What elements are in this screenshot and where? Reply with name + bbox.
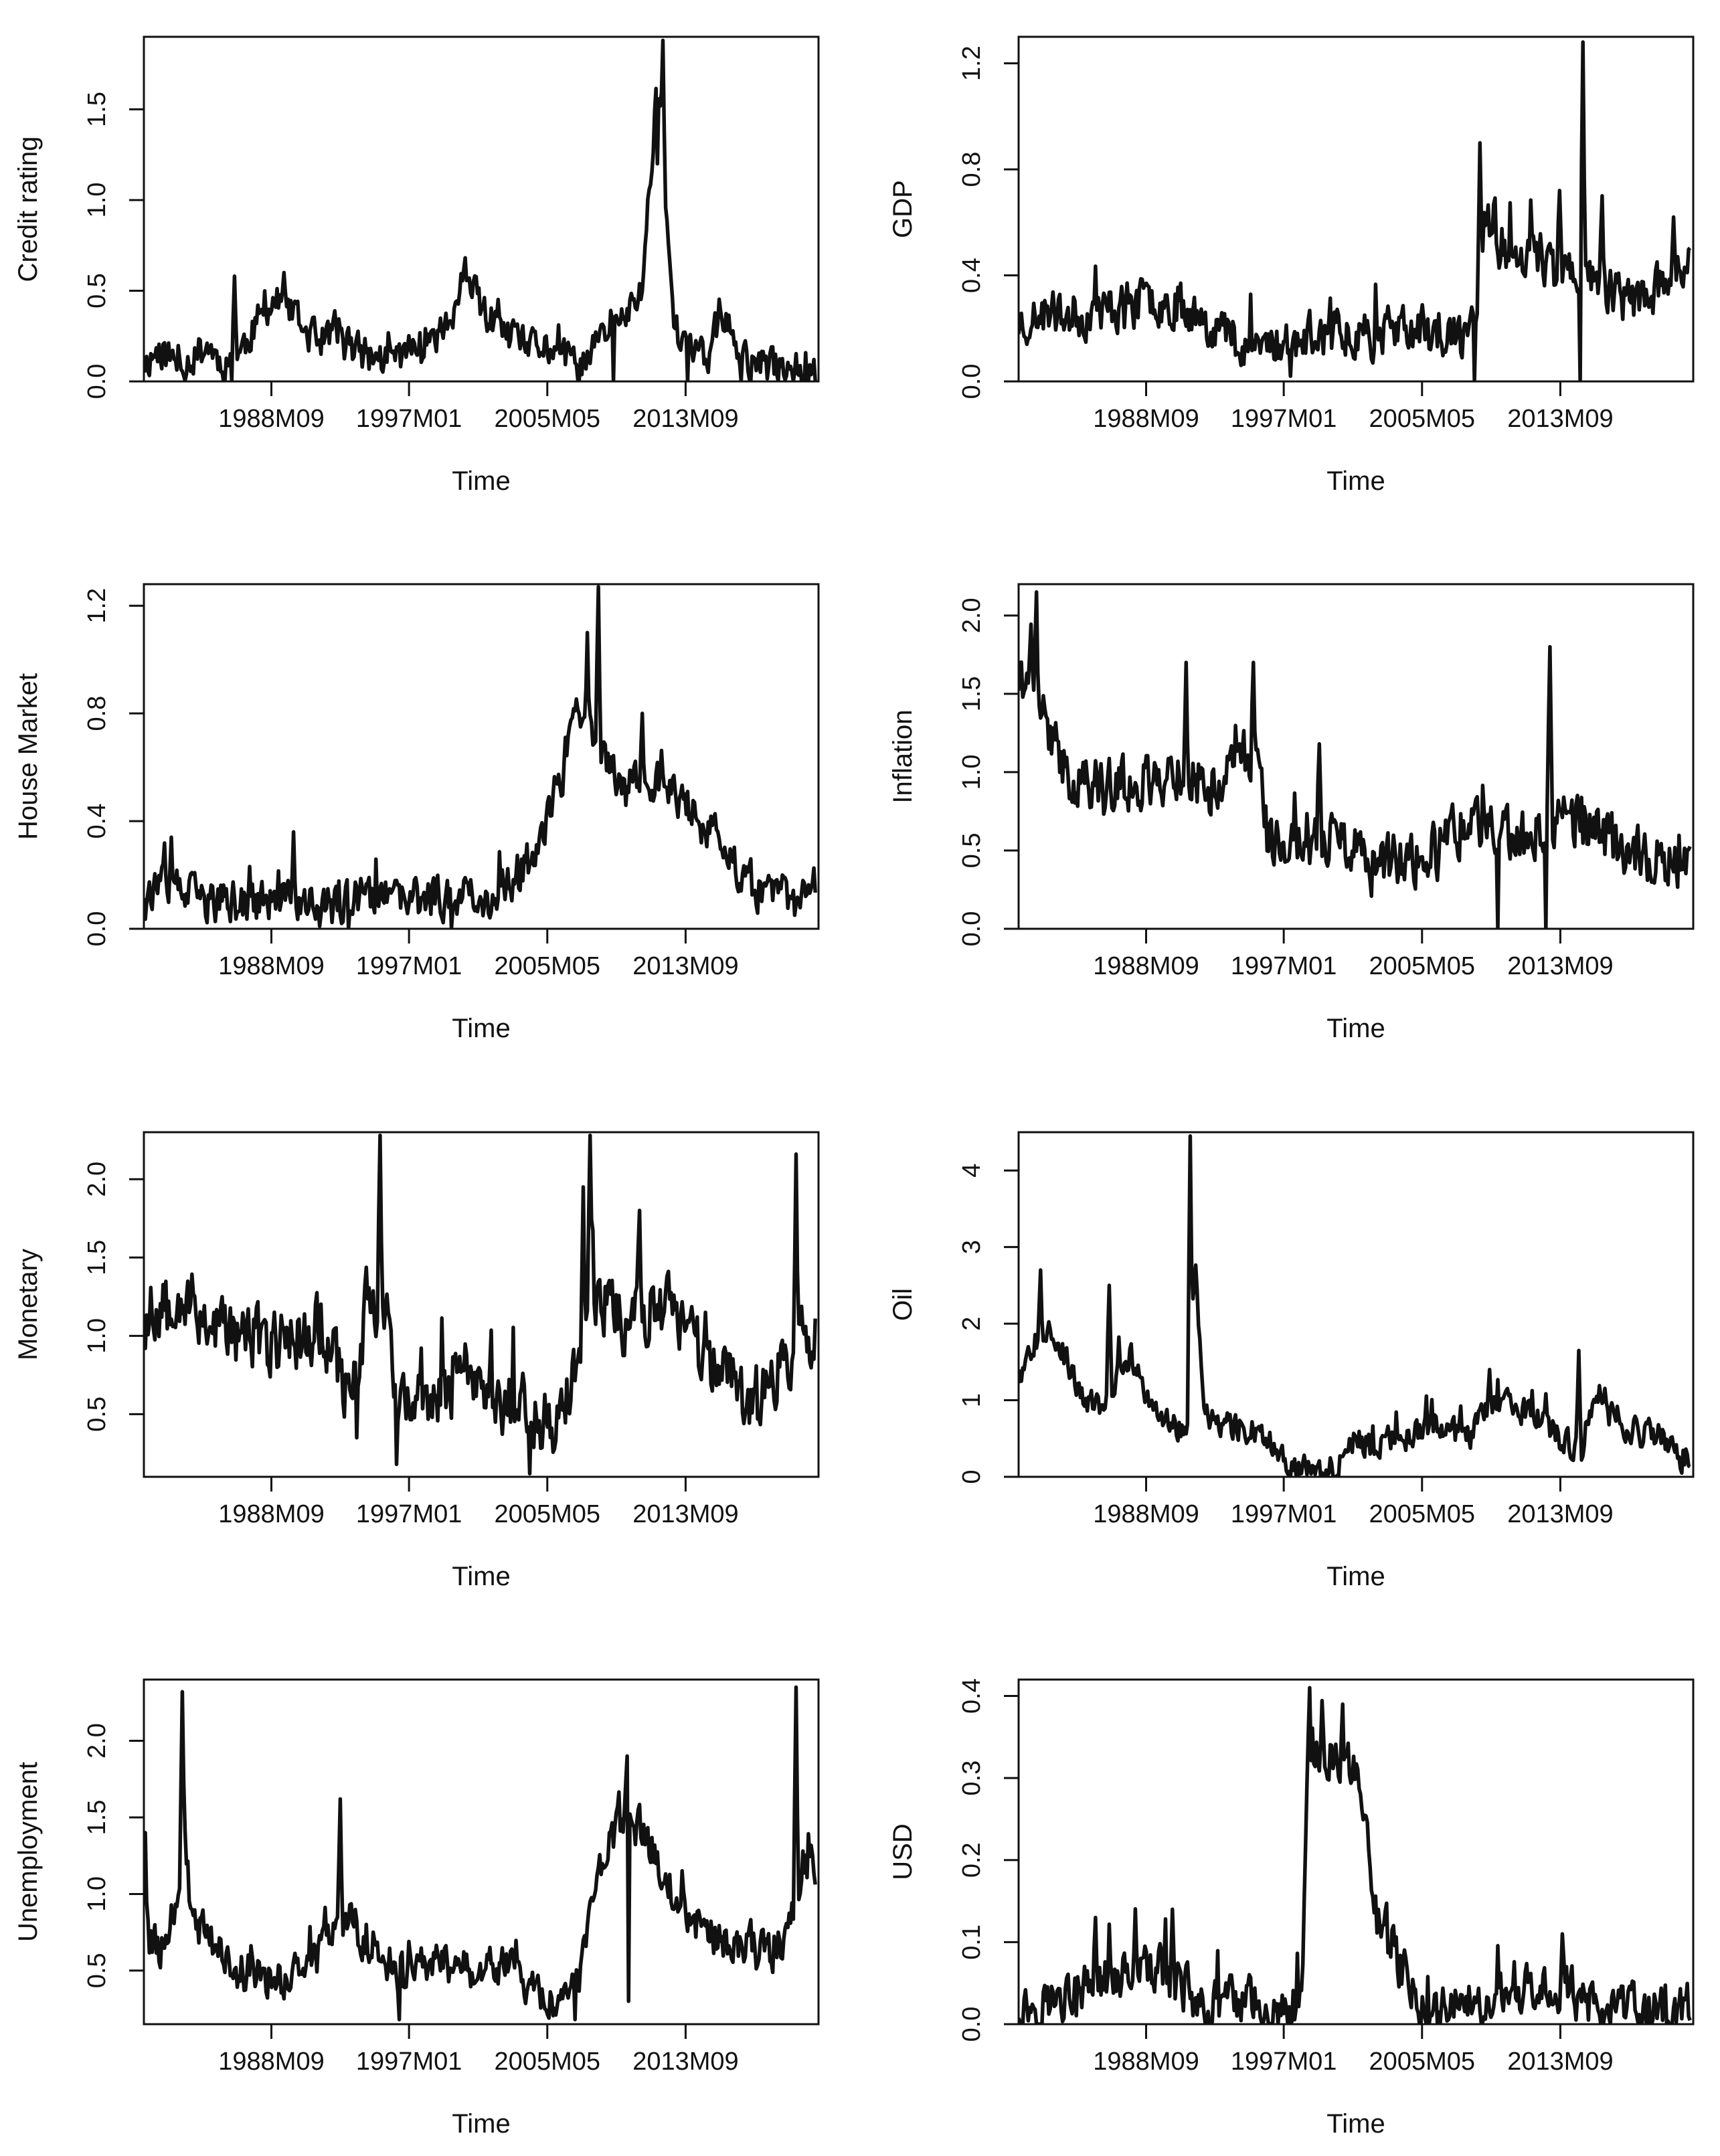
y-tick-label-gdp: 1.2	[958, 46, 986, 81]
x-axis-label-credit-rating: Time	[452, 466, 510, 496]
x-tick-label-unemployment: 2005M05	[495, 2048, 600, 2076]
y-tick-label-oil: 2	[958, 1317, 986, 1331]
y-tick-label-credit-rating: 0.5	[83, 273, 111, 308]
y-tick-label-monetary: 1.0	[83, 1318, 111, 1354]
x-tick-label-monetary: 2005M05	[495, 1500, 600, 1528]
x-tick-label-usd: 1997M01	[1231, 2048, 1337, 2076]
y-tick-label-monetary: 1.5	[83, 1240, 111, 1275]
x-axis-label-usd: Time	[1326, 2109, 1385, 2139]
y-axis-label-inflation: Inflation	[888, 709, 918, 803]
series-line-unemployment	[144, 1685, 817, 2022]
x-tick-label-credit-rating: 1988M09	[218, 405, 324, 433]
x-tick-label-gdp: 2005M05	[1369, 405, 1475, 433]
y-tick-label-inflation: 2.0	[958, 598, 986, 633]
y-tick-label-unemployment: 1.0	[83, 1876, 111, 1912]
x-tick-label-house-market: 2005M05	[495, 952, 600, 980]
x-tick-label-gdp: 1997M01	[1231, 405, 1337, 433]
x-tick-label-inflation: 1997M01	[1231, 952, 1337, 980]
plot-frame-monetary	[143, 1131, 820, 1478]
y-tick-label-gdp: 0.0	[958, 364, 986, 399]
y-tick-label-oil: 1	[958, 1393, 986, 1407]
x-tick-label-usd: 1988M09	[1093, 2048, 1199, 2076]
y-tick-label-credit-rating: 1.5	[83, 92, 111, 127]
x-tick-label-house-market: 1988M09	[218, 952, 324, 980]
plot-frame-house-market	[143, 583, 820, 930]
x-tick-label-inflation: 1988M09	[1093, 952, 1199, 980]
y-axis-label-monetary: Monetary	[13, 1249, 43, 1360]
x-axis-label-house-market: Time	[452, 1014, 510, 1043]
y-tick-label-house-market: 1.2	[83, 588, 111, 624]
y-tick-label-unemployment: 0.5	[83, 1953, 111, 1988]
y-axis-label-oil: Oil	[888, 1288, 918, 1321]
x-tick-label-usd: 2005M05	[1369, 2048, 1475, 2076]
x-tick-label-unemployment: 1988M09	[218, 2048, 324, 2076]
x-tick-label-unemployment: 1997M01	[356, 2048, 462, 2076]
y-tick-label-usd: 0.0	[958, 2007, 986, 2042]
x-tick-label-monetary: 1997M01	[356, 1500, 462, 1528]
y-tick-label-credit-rating: 1.0	[83, 183, 111, 218]
x-tick-label-gdp: 1988M09	[1093, 405, 1199, 433]
series-line-inflation	[1019, 590, 1692, 929]
x-tick-label-oil: 1997M01	[1231, 1500, 1337, 1528]
y-tick-label-inflation: 1.0	[958, 754, 986, 790]
y-tick-label-monetary: 0.5	[83, 1397, 111, 1432]
y-tick-label-oil: 3	[958, 1240, 986, 1254]
series-line-usd	[1019, 1686, 1692, 2024]
x-tick-label-credit-rating: 2005M05	[495, 405, 600, 433]
y-tick-label-usd: 0.4	[958, 1678, 986, 1714]
series-line-gdp	[1019, 40, 1692, 381]
x-tick-label-oil: 2013M09	[1507, 1500, 1613, 1528]
y-axis-label-credit-rating: Credit rating	[13, 137, 43, 282]
series-line-oil	[1019, 1134, 1691, 1477]
x-tick-label-unemployment: 2013M09	[632, 2048, 738, 2076]
y-tick-label-unemployment: 2.0	[83, 1723, 111, 1759]
x-axis-label-oil: Time	[1326, 1562, 1385, 1591]
y-tick-label-usd: 0.3	[958, 1761, 986, 1796]
y-axis-label-gdp: GDP	[888, 180, 918, 238]
y-axis-label-house-market: House Market	[13, 673, 43, 840]
x-axis-label-gdp: Time	[1326, 466, 1385, 496]
x-axis-label-unemployment: Time	[452, 2109, 510, 2139]
x-tick-label-credit-rating: 1997M01	[356, 405, 462, 433]
series-line-monetary	[144, 1133, 817, 1476]
x-tick-label-gdp: 2013M09	[1507, 405, 1613, 433]
y-tick-label-credit-rating: 0.0	[83, 364, 111, 399]
x-tick-label-credit-rating: 2013M09	[632, 405, 738, 433]
y-tick-label-oil: 0	[958, 1469, 986, 1484]
y-axis-label-unemployment: Unemployment	[13, 1762, 43, 1942]
y-tick-label-inflation: 0.5	[958, 833, 986, 869]
plot-frame-usd	[1017, 1678, 1695, 2026]
x-tick-label-monetary: 1988M09	[218, 1500, 324, 1528]
y-axis-label-usd: USD	[888, 1823, 918, 1880]
x-tick-label-oil: 1988M09	[1093, 1500, 1199, 1528]
x-tick-label-house-market: 1997M01	[356, 952, 462, 980]
y-tick-label-inflation: 0.0	[958, 911, 986, 947]
y-tick-label-house-market: 0.4	[83, 804, 111, 839]
plot-frame-oil	[1017, 1131, 1695, 1478]
y-tick-label-house-market: 0.0	[83, 911, 111, 947]
y-tick-label-oil: 4	[958, 1164, 986, 1178]
x-axis-label-inflation: Time	[1326, 1014, 1385, 1043]
x-tick-label-inflation: 2005M05	[1369, 952, 1475, 980]
x-tick-label-inflation: 2013M09	[1507, 952, 1613, 980]
y-tick-label-inflation: 1.5	[958, 676, 986, 711]
y-tick-label-house-market: 0.8	[83, 696, 111, 731]
y-tick-label-monetary: 2.0	[83, 1162, 111, 1197]
series-line-house-market	[144, 585, 817, 929]
plot-frame-gdp	[1017, 35, 1695, 383]
series-line-credit-rating	[144, 38, 817, 381]
y-tick-label-usd: 0.1	[958, 1924, 986, 1960]
y-tick-label-gdp: 0.8	[958, 152, 986, 187]
y-tick-label-usd: 0.2	[958, 1842, 986, 1878]
y-tick-label-unemployment: 1.5	[83, 1800, 111, 1835]
x-tick-label-oil: 2005M05	[1369, 1500, 1475, 1528]
plot-frame-credit-rating	[143, 35, 820, 383]
y-tick-label-gdp: 0.4	[958, 258, 986, 293]
x-tick-label-monetary: 2013M09	[632, 1500, 738, 1528]
x-axis-label-monetary: Time	[452, 1562, 510, 1591]
x-tick-label-usd: 2013M09	[1507, 2048, 1613, 2076]
plot-frame-inflation	[1017, 583, 1695, 930]
x-tick-label-house-market: 2013M09	[632, 952, 738, 980]
